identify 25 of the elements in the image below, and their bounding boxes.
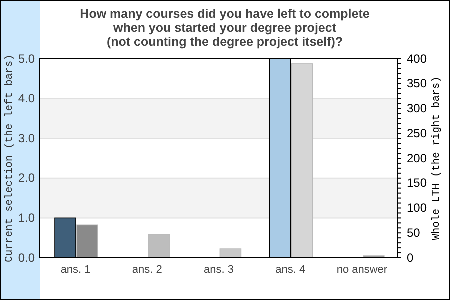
- bar: [148, 234, 170, 258]
- y-axis-title: Current selection (the left bars): [4, 54, 16, 262]
- x-tick-label: ans. 2: [132, 264, 162, 276]
- x-tick-label: ans. 3: [204, 264, 234, 276]
- y-tick-label: 1.0: [18, 211, 36, 226]
- x-tick-label: no answer: [336, 264, 388, 276]
- y2-tick-label: 200: [407, 151, 428, 166]
- y2-tick-label: 250: [407, 126, 428, 140]
- y-tick-label: 0.0: [18, 250, 36, 265]
- y-tick-label: 4.0: [18, 92, 36, 106]
- y2-axis-title: Whole LTH (the right bars): [431, 76, 443, 240]
- y-tick-label: 2.0: [18, 171, 36, 186]
- x-tick-label: ans. 1: [60, 264, 91, 276]
- y-tick-label: 3.0: [18, 131, 36, 146]
- y2-tick-label: 0: [407, 250, 414, 265]
- y-tick-label: 5.0: [18, 52, 36, 66]
- y2-tick-label: 150: [407, 176, 428, 190]
- y2-tick-label: 100: [407, 201, 428, 216]
- y2-tick-label: 50: [407, 226, 421, 240]
- chart-title: How many courses did you have left to complete when you started your degree project (not counting the degree project itself)?: [80, 7, 370, 49]
- y2-tick-label: 300: [407, 102, 428, 116]
- y2-tick-label: 400: [407, 52, 428, 66]
- bar: [220, 248, 242, 258]
- y2-tick-label: 350: [407, 76, 428, 91]
- x-tick-label: ans. 4: [276, 264, 306, 276]
